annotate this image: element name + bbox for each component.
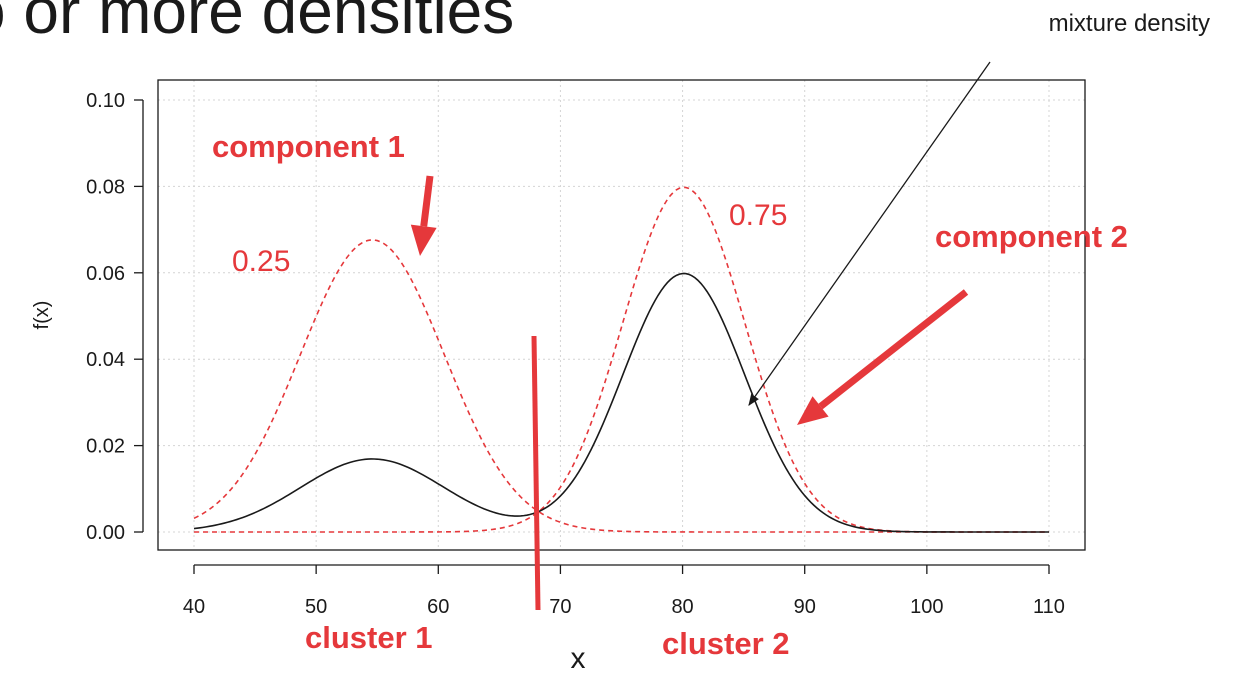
- y-tick-label: 0.04: [86, 349, 125, 371]
- x-tick-label: 90: [794, 596, 816, 618]
- x-axis-title: x: [571, 642, 586, 675]
- component-1-arrow-shaft: [420, 175, 434, 227]
- grid-lines: [158, 80, 1085, 550]
- component-1-label: component 1: [212, 129, 405, 164]
- weight-2-label: 0.75: [729, 199, 787, 232]
- x-tick-label: 100: [910, 596, 943, 618]
- y-tick-label: 0.06: [86, 263, 125, 285]
- y-axis-title: f(x): [31, 301, 53, 330]
- x-tick-label: 40: [183, 596, 205, 618]
- cluster-1-label: cluster 1: [305, 620, 433, 655]
- component-1-curve: [193, 239, 1049, 533]
- mixture-pointer-arrow: [748, 61, 991, 406]
- x-tick-label: 80: [671, 596, 693, 618]
- y-tick-label: 0.00: [86, 522, 125, 544]
- x-tick-label: 70: [549, 596, 571, 618]
- x-tick-label: 60: [427, 596, 449, 618]
- mixture-density-label: mixture density: [1049, 10, 1210, 37]
- cluster-2-label: cluster 2: [662, 626, 790, 661]
- component-1-arrow-head: [410, 224, 437, 256]
- annotations: component 1 component 2 0.25 0.75 mixture de…: [212, 10, 1210, 661]
- series-lines: [193, 186, 1049, 533]
- slide-title: o or more densities: [0, 0, 515, 47]
- mixture-density-curve: [193, 272, 1049, 533]
- component-2-label: component 2: [935, 219, 1128, 254]
- component-2-arrow-head: [797, 396, 829, 425]
- plot-frame: [157, 79, 1086, 551]
- x-tick-label: 110: [1033, 596, 1065, 618]
- y-tick-label: 0.02: [86, 436, 125, 458]
- y-tick-label: 0.10: [86, 90, 125, 112]
- component-2-curve: [194, 186, 1049, 533]
- cluster-boundary-line: [531, 335, 541, 611]
- x-tick-label: 50: [305, 596, 327, 618]
- axes: 40 50 60 70 80 90 100 110 0.00 0.02 0.04 0.06 0.08 0.…: [31, 79, 1086, 675]
- weight-1-label: 0.25: [232, 245, 290, 278]
- y-tick-label: 0.08: [86, 176, 125, 198]
- component-2-arrow-shaft: [818, 289, 969, 410]
